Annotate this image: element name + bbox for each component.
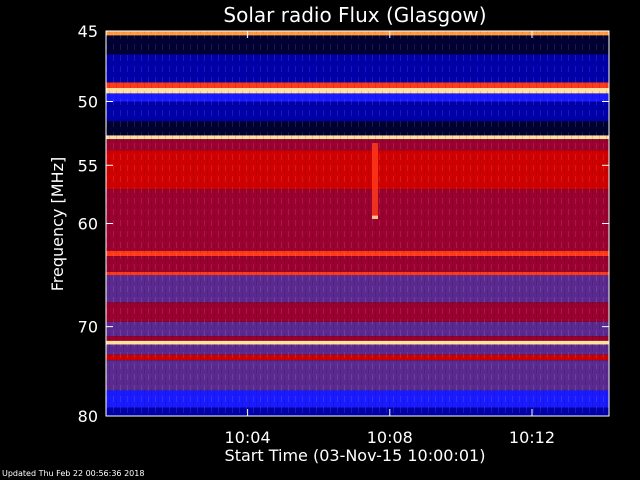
x-tick-label-2: 10:12: [509, 428, 555, 447]
y-axis-label: Frequency [MHz]: [48, 157, 67, 291]
y-tick-label-4: 70: [78, 318, 98, 337]
y-tick-label-2: 55: [78, 156, 98, 175]
x-tick-label-0: 10:04: [225, 428, 271, 447]
y-axis: 45 50 55 60 70 80: [78, 22, 609, 426]
burst-1: [371, 215, 378, 220]
y-tick-label-5: 80: [78, 407, 98, 426]
y-tick-label-1: 50: [78, 93, 98, 112]
burst-0: [371, 143, 378, 218]
y-tick-label-3: 60: [78, 215, 98, 234]
updated-footer: Updated Thu Feb 22 00:56:36 2018: [2, 469, 145, 478]
texture-overlay: [106, 31, 609, 416]
burst-marks: [371, 143, 378, 220]
chart-title: Solar radio Flux (Glasgow): [223, 3, 486, 27]
x-tick-label-1: 10:08: [367, 428, 413, 447]
x-axis: 10:04 10:08 10:12: [225, 31, 555, 447]
y-tick-label-0: 45: [78, 22, 98, 41]
x-axis-label: Start Time (03-Nov-15 10:00:01): [225, 446, 486, 465]
